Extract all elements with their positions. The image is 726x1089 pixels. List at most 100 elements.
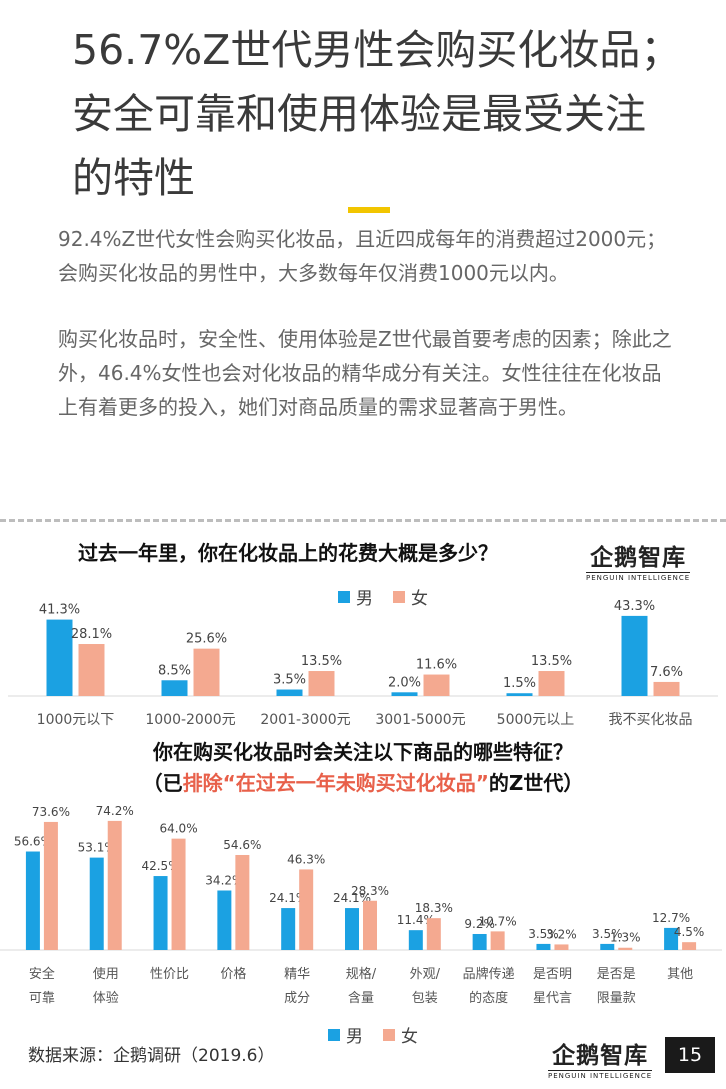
chart2-title-suffix: 的Z世代） — [488, 771, 584, 795]
data-label-female: 54.6% — [223, 838, 261, 852]
bar-male — [391, 692, 418, 696]
data-label-male: 3.5% — [592, 927, 623, 941]
logo-top: 企鹅智库 PENGUIN INTELLIGENCE — [586, 538, 691, 582]
bar-male — [276, 689, 303, 696]
category-tick-label: 5000元以上 — [497, 712, 575, 728]
bar-female — [235, 854, 250, 950]
bar-female — [308, 671, 335, 696]
bar-female — [653, 681, 680, 696]
data-label-female: 46.3% — [287, 852, 325, 866]
bar-female — [363, 900, 377, 950]
title-accent-bar — [348, 207, 390, 213]
chart1-svg: 41.3% 28.1% 1000元以下 8.5% 25.6% 1000-2000元 3.5%… — [8, 599, 718, 728]
bar-male — [217, 890, 232, 950]
category-tick-label: 1000-2000元 — [145, 712, 235, 728]
data-label-female: 28.3% — [351, 884, 389, 898]
female-swatch — [393, 590, 405, 603]
category-tick-label: 外观/ — [410, 967, 441, 982]
data-label-male: 3.5% — [528, 927, 559, 941]
chart1-legend-female: 女 — [393, 584, 428, 609]
chart2-title-prefix: （已 — [142, 771, 183, 795]
chart1-legend-male: 男 — [338, 584, 373, 609]
data-label-male: 11.4% — [397, 913, 435, 927]
data-label-male: 56.6% — [14, 835, 52, 849]
chart1-legend-male-label: 男 — [356, 589, 373, 609]
bar-male — [345, 908, 359, 950]
bar-male — [281, 908, 296, 950]
bar-female — [682, 942, 697, 950]
data-label-male: 9.2% — [464, 917, 495, 931]
category-tick-label: 的态度 — [469, 990, 508, 1006]
logo-bottom-en: PENGUIN INTELLIGENCE — [548, 1070, 653, 1080]
bar-female — [423, 674, 450, 696]
data-label-female: 74.2% — [96, 804, 134, 818]
summary-paragraph-2: 购买化妆品时，安全性、使用体验是Z世代最首要考虑的因素；除此之外，46.4%女性… — [58, 327, 672, 419]
male-swatch — [328, 1028, 340, 1041]
data-label-female: 1.3% — [610, 931, 641, 945]
male-swatch — [338, 590, 350, 603]
data-label-male: 2.0% — [388, 675, 421, 690]
category-tick-label: 我不买化妆品 — [609, 712, 693, 728]
category-tick-label: 1000元以下 — [37, 712, 115, 728]
category-tick-label: 品牌传递 — [463, 966, 515, 982]
title-line-2: 安全可靠和使用体验是最受关注 — [72, 90, 646, 138]
chart2-legend-male-label: 男 — [346, 1027, 363, 1047]
chart2-title-line2: （已排除“在过去一年未购买过化妆品”的Z世代） — [0, 768, 726, 799]
logo-bottom: 企鹅智库 PENGUIN INTELLIGENCE — [548, 1036, 653, 1080]
bar-female — [490, 931, 505, 950]
data-label-female: 25.6% — [186, 632, 227, 647]
data-label-female: 18.3% — [415, 901, 453, 915]
bar-female — [299, 869, 314, 950]
bar-female — [426, 918, 441, 950]
bar-female — [538, 671, 565, 696]
bar-female — [43, 821, 58, 950]
category-tick-label: 价格 — [220, 966, 246, 982]
chart2-title-highlight: 排除“在过去一年未购买过化妆品” — [182, 771, 489, 795]
category-tick-label: 体验 — [93, 990, 119, 1006]
bar-female — [171, 838, 186, 950]
data-label-male: 3.5% — [273, 673, 306, 688]
data-label-male: 1.5% — [503, 676, 536, 691]
chart2-title: 你在购买化妆品时会关注以下商品的哪些特征？ （已排除“在过去一年未购买过化妆品”… — [0, 737, 726, 799]
bar-male — [506, 693, 533, 696]
category-tick-label: 规格/ — [346, 966, 377, 982]
data-label-female: 13.5% — [301, 654, 342, 669]
chart2-svg: 56.6% 73.6% 安全可靠 53.1% 74.2% 使用体验 42.5% 64.0% 性价… — [0, 804, 722, 1006]
bar-male — [536, 943, 551, 950]
chart1-legend: 男 女 — [338, 584, 428, 609]
category-tick-label: 是否明 — [533, 967, 572, 982]
logo-bottom-cn: 企鹅智库 — [552, 1043, 649, 1069]
bar-male — [89, 857, 104, 950]
data-label-female: 73.6% — [32, 805, 70, 819]
logo-top-en: PENGUIN INTELLIGENCE — [586, 572, 691, 582]
bar-male — [46, 619, 73, 696]
category-tick-label: 含量 — [348, 990, 374, 1006]
data-label-female: 3.2% — [546, 927, 577, 941]
bar-male — [25, 851, 40, 950]
bar-female — [618, 947, 633, 950]
data-label-male: 41.3% — [39, 603, 80, 618]
bar-female — [554, 944, 569, 950]
page-title: 56.7%Z世代男性会购买化妆品； 安全可靠和使用体验是最受关注 的特性 — [72, 18, 712, 210]
data-label-male: 12.7% — [652, 911, 690, 925]
data-label-female: 4.5% — [674, 925, 705, 939]
summary-paragraph-1: 92.4%Z世代女性会购买化妆品，且近四成每年的消费超过2000元；会购买化妆品… — [58, 227, 667, 285]
bar-male — [664, 927, 679, 950]
bar-male — [408, 930, 423, 950]
data-label-male: 24.1% — [333, 891, 371, 905]
data-label-female: 13.5% — [531, 654, 572, 669]
summary-text: 92.4%Z世代女性会购买化妆品，且近四成每年的消费超过2000元；会购买化妆品… — [58, 222, 678, 456]
chart2-legend-female: 女 — [383, 1022, 418, 1047]
bar-male — [600, 943, 615, 950]
bar-male — [161, 680, 188, 696]
category-tick-label: 2001-3000元 — [260, 712, 350, 728]
data-label-male: 42.5% — [141, 859, 179, 873]
section-divider — [0, 519, 726, 522]
category-tick-label: 可靠 — [29, 991, 55, 1006]
data-label-female: 28.1% — [71, 627, 112, 642]
bar-male — [472, 933, 487, 950]
bar-male — [621, 615, 648, 696]
female-swatch — [383, 1028, 395, 1041]
data-label-male: 8.5% — [158, 663, 191, 678]
data-label-female: 64.0% — [159, 822, 197, 836]
